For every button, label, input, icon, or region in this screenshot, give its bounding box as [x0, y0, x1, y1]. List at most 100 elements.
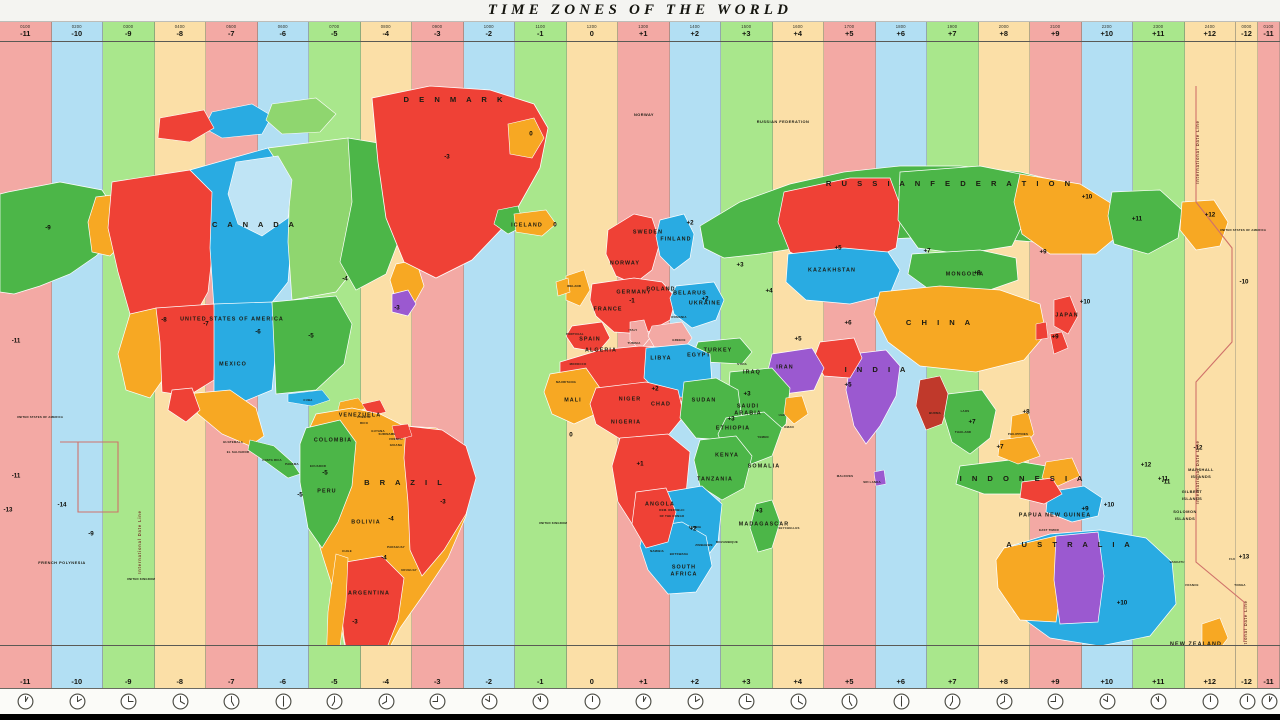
timezone-band[interactable]: [1236, 42, 1258, 645]
top-ruler-tick[interactable]: 0600 -6: [257, 22, 309, 41]
country-label: EL SALVADOR: [227, 450, 250, 454]
bottom-ruler-tick[interactable]: -3: [412, 646, 464, 688]
top-ruler-tick[interactable]: 2200 +10: [1081, 22, 1133, 41]
zone-offset-label: 0: [569, 432, 573, 439]
bottom-ruler-tick[interactable]: +11: [1133, 646, 1185, 688]
bottom-ruler-tick[interactable]: -11: [1258, 646, 1280, 688]
top-ruler-tick[interactable]: 2300 +11: [1133, 22, 1185, 41]
bottom-ruler-tick[interactable]: +8: [978, 646, 1030, 688]
bottom-ruler-tick[interactable]: -12: [1236, 646, 1258, 688]
top-ruler-tick[interactable]: 1700 +5: [824, 22, 876, 41]
bottom-ruler-tick[interactable]: -4: [360, 646, 412, 688]
bottom-ruler-tick[interactable]: +4: [772, 646, 824, 688]
country-label: UNITED KINGDOM: [539, 521, 568, 525]
country-label: BOLIVIA: [351, 519, 381, 525]
timezone-band[interactable]: [1184, 42, 1236, 645]
country-label: UNITED STATES OF AMERICA: [17, 415, 64, 419]
country-label: AFRICA: [671, 571, 698, 577]
clock-face: [515, 689, 567, 714]
top-ruler-tick[interactable]: 0100 -11: [0, 22, 52, 41]
bottom-ruler-tick[interactable]: -11: [0, 646, 52, 688]
top-ruler-tick[interactable]: 1500 +3: [721, 22, 773, 41]
zone-offset-label: -3: [440, 499, 446, 506]
clock-face: [773, 689, 825, 714]
top-ruler-tick[interactable]: 1000 -2: [463, 22, 515, 41]
top-ruler-tick[interactable]: 1100 -1: [515, 22, 567, 41]
top-ruler-tick[interactable]: 1900 +7: [927, 22, 979, 41]
bottom-ruler-tick[interactable]: -7: [206, 646, 258, 688]
zone-offset-label: +2: [686, 220, 694, 227]
tick-offset-label: -10: [71, 677, 83, 686]
bottom-ruler-tick[interactable]: -9: [103, 646, 155, 688]
top-ruler-tick[interactable]: 0300 -9: [103, 22, 155, 41]
zone-offset-label: -14: [58, 502, 68, 509]
country-label: FINLAND: [660, 236, 691, 242]
bottom-ruler-tick[interactable]: +10: [1081, 646, 1133, 688]
country-label: B R A Z I L: [364, 478, 446, 487]
tick-time-label: 0200: [71, 24, 82, 30]
timezone-band[interactable]: [0, 42, 52, 645]
top-ruler-tick[interactable]: 2400 +12: [1184, 22, 1236, 41]
top-ruler-tick[interactable]: 1200 0: [566, 22, 618, 41]
zone-offset-label: -8: [161, 317, 167, 324]
timezone-band[interactable]: [51, 42, 103, 645]
bottom-ruler-tick[interactable]: +5: [824, 646, 876, 688]
bottom-ruler-tick[interactable]: -2: [463, 646, 515, 688]
bottom-ruler-tick[interactable]: -5: [309, 646, 361, 688]
tick-offset-label: -12: [1241, 677, 1252, 686]
top-ruler-tick[interactable]: 0000 -12: [1236, 22, 1258, 41]
top-ruler-tick[interactable]: 0200 -10: [51, 22, 103, 41]
top-ruler-tick[interactable]: 0400 -8: [154, 22, 206, 41]
bottom-ruler-tick[interactable]: -6: [257, 646, 309, 688]
country-label: YEMEN: [757, 435, 768, 439]
bottom-ruler-tick[interactable]: +3: [721, 646, 773, 688]
country-label: VENEZUELA: [339, 412, 382, 418]
tick-offset-label: -7: [227, 28, 235, 38]
bottom-ruler-tick[interactable]: +12: [1184, 646, 1236, 688]
clock-face: [721, 689, 773, 714]
map-landmasses: C A N A D A D E N M A R K R U S S I A N F …: [0, 85, 1267, 645]
country-label: NIGERIA: [611, 419, 641, 425]
top-ruler-tick[interactable]: 1400 +2: [669, 22, 721, 41]
bottom-ruler-tick[interactable]: -10: [51, 646, 103, 688]
top-ruler-tick[interactable]: 0900 -3: [412, 22, 464, 41]
top-time-ruler: 0100 -11 0200 -10 0300 -9 0400 -8 0500 -7 0600 -6 07…: [0, 22, 1280, 42]
top-ruler-tick[interactable]: 0800 -4: [360, 22, 412, 41]
bottom-ruler-tick[interactable]: +1: [618, 646, 670, 688]
country-label: SOLOMON: [1173, 509, 1197, 514]
tick-offset-label: -4: [382, 28, 390, 38]
top-ruler-tick[interactable]: 2100 +9: [1030, 22, 1082, 41]
top-ruler-tick[interactable]: 1800 +6: [875, 22, 927, 41]
bottom-ruler-tick[interactable]: +7: [927, 646, 979, 688]
tick-time-label: 1800: [895, 24, 906, 30]
bottom-ruler-tick[interactable]: 0: [566, 646, 618, 688]
zone-offset-label: +3: [743, 391, 751, 398]
tick-offset-label: +10: [1100, 28, 1114, 38]
tick-offset-label: +4: [793, 677, 802, 686]
clock-icon: [944, 693, 961, 710]
top-ruler-tick[interactable]: 0100 -11: [1258, 22, 1280, 41]
bottom-ruler-tick[interactable]: +6: [875, 646, 927, 688]
top-ruler-tick[interactable]: 1300 +1: [618, 22, 670, 41]
country-label: KAZAKHSTAN: [808, 267, 856, 273]
country-label: OF THE CONGO: [660, 514, 685, 518]
zone-offset-label: -4: [342, 276, 348, 283]
bottom-ruler-tick[interactable]: -8: [154, 646, 206, 688]
clock-icon: [687, 693, 704, 710]
country-label: SAUDI: [737, 403, 759, 409]
timezone-band[interactable]: [772, 42, 824, 645]
world-map[interactable]: C A N A D A D E N M A R K R U S S I A N F …: [0, 42, 1280, 645]
top-ruler-tick[interactable]: 2000 +8: [978, 22, 1030, 41]
top-ruler-tick[interactable]: 0700 -5: [309, 22, 361, 41]
top-ruler-tick[interactable]: 1600 +4: [772, 22, 824, 41]
country-label: PUERTO: [357, 415, 371, 419]
bottom-ruler-tick[interactable]: -1: [515, 646, 567, 688]
top-ruler-tick[interactable]: 0500 -7: [206, 22, 258, 41]
clock-icon: [120, 693, 137, 710]
country-label: PORTUGAL: [566, 332, 584, 336]
bottom-ruler-tick[interactable]: +9: [1030, 646, 1082, 688]
zone-offset-label: -6: [255, 329, 261, 336]
clock-face: [670, 689, 722, 714]
tick-offset-label: -11: [20, 28, 31, 38]
bottom-ruler-tick[interactable]: +2: [669, 646, 721, 688]
